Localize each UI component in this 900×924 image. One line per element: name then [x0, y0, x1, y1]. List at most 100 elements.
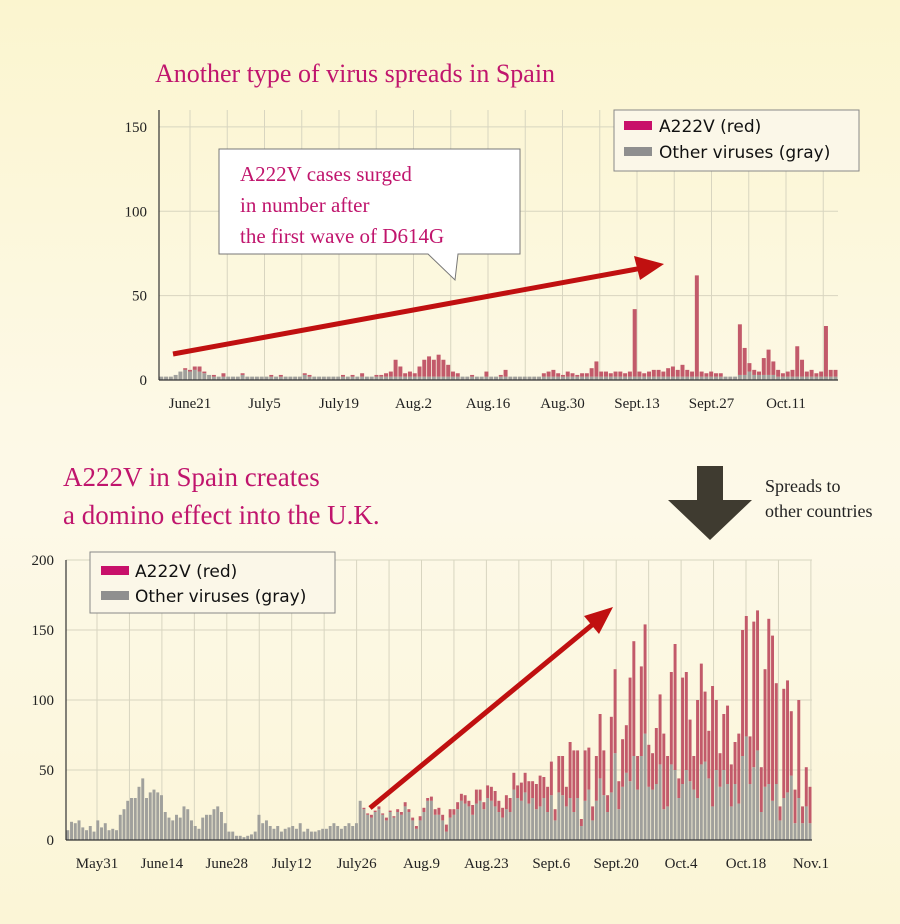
bottom-bar-a222v	[606, 795, 610, 812]
bottom-bar-a222v	[486, 785, 490, 798]
top-bar-a222v	[661, 371, 666, 377]
bottom-bar-other	[542, 798, 546, 840]
bottom-bar-a222v	[561, 756, 565, 796]
bottom-bar-a222v	[774, 683, 778, 784]
bottom-legend-swatch-a222v	[101, 566, 129, 575]
top-bar-other	[494, 376, 498, 380]
top-bar-other	[288, 376, 293, 380]
bottom-bar-other	[666, 806, 670, 840]
bottom-bar-other	[115, 830, 118, 840]
top-bar-other	[207, 374, 212, 380]
bottom-legend-swatch-other	[101, 591, 129, 600]
top-bar-a222v	[541, 373, 546, 377]
bottom-bar-other	[789, 775, 793, 840]
bottom-bar-other	[422, 812, 426, 840]
bottom-bar-other	[276, 826, 280, 840]
bottom-bar-other	[309, 831, 313, 840]
top-bar-a222v	[809, 369, 814, 377]
bottom-bar-other	[429, 800, 433, 840]
callout-bubble	[218, 148, 521, 282]
bottom-bar-other	[444, 831, 448, 840]
bottom-bar-other	[677, 798, 681, 840]
bottom-bar-a222v	[572, 750, 576, 812]
bottom-bar-a222v	[673, 644, 677, 770]
top-bar-a222v	[278, 374, 283, 377]
bottom-x-tick-label: Oct.18	[726, 856, 766, 872]
bottom-bar-a222v	[688, 719, 692, 782]
top-bar-other	[809, 376, 814, 380]
bottom-bar-a222v	[493, 791, 497, 807]
bottom-bar-other	[126, 800, 130, 840]
top-bar-other	[627, 376, 632, 380]
bottom-bar-other	[111, 828, 115, 840]
bottom-bar-a222v	[501, 807, 505, 818]
top-bar-a222v	[766, 349, 771, 375]
top-bar-other	[608, 376, 613, 380]
top-y-tick-label: 150	[125, 120, 148, 136]
bottom-bar-other	[81, 827, 85, 840]
top-bar-other	[580, 376, 585, 380]
top-bar-other	[259, 376, 264, 380]
top-bar-a222v	[704, 373, 709, 377]
top-bar-a222v	[823, 326, 828, 377]
bottom-bar-a222v	[478, 789, 482, 801]
bottom-bar-other	[249, 834, 253, 840]
bottom-bar-a222v	[726, 705, 730, 784]
top-bar-other	[355, 376, 360, 380]
top-bar-other	[489, 376, 494, 380]
top-bar-a222v	[341, 374, 345, 377]
top-bar-other	[431, 376, 436, 380]
top-bar-other	[412, 376, 417, 380]
top-bar-other	[790, 376, 795, 380]
bottom-bar-other	[156, 792, 160, 840]
bottom-bar-other	[688, 781, 692, 840]
bottom-bar-other	[531, 798, 535, 840]
bottom-bar-a222v	[549, 761, 553, 796]
bottom-bar-other	[501, 817, 505, 840]
top-bar-other	[479, 376, 484, 380]
bottom-bar-other	[516, 798, 520, 840]
bottom-bar-other	[669, 764, 673, 840]
top-bar-a222v	[374, 374, 379, 377]
bottom-bar-other	[148, 792, 152, 840]
top-bar-other	[570, 376, 575, 380]
bottom-bar-a222v	[752, 621, 756, 768]
down-arrow-icon	[668, 466, 752, 540]
top-bar-a222v	[450, 371, 455, 377]
top-bar-a222v	[546, 371, 551, 377]
top-bar-other	[819, 376, 824, 380]
bottom-bar-other	[414, 828, 418, 840]
top-bar-other	[293, 376, 298, 380]
top-bar-other	[297, 376, 302, 380]
bottom-bar-other	[130, 798, 133, 840]
trend-arrow-bottom	[368, 618, 600, 810]
bottom-bar-a222v	[437, 807, 441, 815]
bottom-bar-a222v	[639, 666, 643, 756]
top-bar-a222v	[503, 369, 508, 377]
bottom-bar-other	[287, 827, 291, 840]
bottom-bar-other	[212, 809, 216, 840]
bottom-bar-a222v	[707, 730, 711, 779]
top-bar-a222v	[647, 371, 652, 377]
top-legend-swatch-other	[624, 147, 652, 156]
top-bar-a222v	[737, 324, 742, 375]
bottom-bar-a222v	[771, 635, 775, 801]
bottom-bar-other	[118, 814, 122, 840]
top-bar-other	[527, 376, 532, 380]
bottom-bar-other	[257, 814, 261, 840]
bottom-bar-other	[651, 789, 655, 840]
top-chart-title: Another type of virus spreads in Spain	[155, 59, 555, 88]
top-bar-other	[752, 374, 757, 380]
bottom-bar-a222v	[429, 796, 433, 801]
bottom-bar-other	[486, 798, 490, 840]
bottom-bar-a222v	[557, 756, 561, 793]
top-y-tick-label: 50	[132, 289, 147, 305]
top-bar-other	[226, 376, 231, 380]
bottom-y-tick-label: 0	[47, 833, 55, 849]
top-bar-other	[369, 376, 374, 380]
bottom-bar-other	[617, 809, 621, 840]
bottom-bar-a222v	[632, 641, 636, 756]
bottom-bar-a222v	[388, 810, 392, 812]
top-bar-a222v	[694, 275, 699, 377]
top-bar-other	[374, 376, 379, 380]
